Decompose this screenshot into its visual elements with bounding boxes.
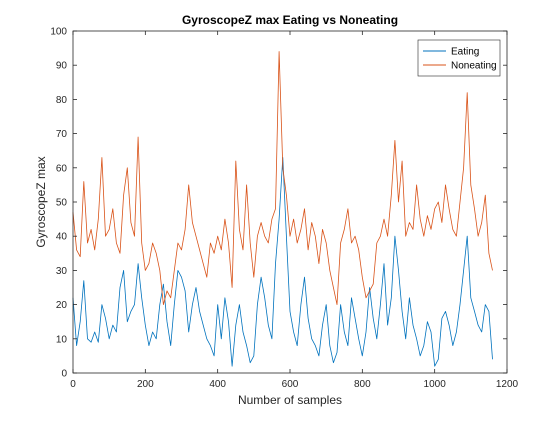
legend-box bbox=[417, 39, 501, 77]
series-layer bbox=[72, 51, 493, 367]
chart-title: GyroscopeZ max Eating vs Noneating bbox=[182, 13, 398, 27]
y-tick-label: 0 bbox=[61, 369, 67, 380]
plot-area bbox=[73, 31, 507, 373]
x-axis-label: Number of samples bbox=[238, 393, 342, 407]
legend: Eating Noneating bbox=[417, 39, 501, 77]
series-line-noneating bbox=[72, 51, 493, 306]
x-tick-label: 0 bbox=[70, 379, 76, 390]
y-axis-label: GyroscopeZ max bbox=[34, 156, 48, 247]
x-tick-label: 800 bbox=[354, 379, 371, 390]
y-tick-label: 40 bbox=[56, 232, 68, 243]
x-tick-label: 1000 bbox=[424, 379, 447, 390]
x-tick-label: 600 bbox=[282, 379, 299, 390]
y-tick-label: 20 bbox=[56, 300, 68, 311]
y-tick-label: 30 bbox=[56, 266, 68, 277]
y-tick-label: 70 bbox=[56, 129, 68, 140]
y-tick-label: 10 bbox=[56, 334, 68, 345]
legend-label-noneating: Noneating bbox=[451, 61, 497, 72]
legend-label-eating: Eating bbox=[451, 47, 479, 58]
x-tick-label: 200 bbox=[137, 379, 154, 390]
y-tick-label: 50 bbox=[56, 198, 68, 209]
x-tick-label: 1200 bbox=[496, 379, 519, 390]
y-tick-label: 90 bbox=[56, 61, 68, 72]
axes-layer: 0 200 400 600 800 1000 1200 0 10 20 30 40 50 60 70 80 90… bbox=[50, 27, 518, 391]
x-tick-label: 400 bbox=[209, 379, 226, 390]
y-tick-label: 100 bbox=[50, 27, 67, 38]
y-tick-label: 60 bbox=[56, 163, 68, 174]
y-tick-label: 80 bbox=[56, 95, 68, 106]
